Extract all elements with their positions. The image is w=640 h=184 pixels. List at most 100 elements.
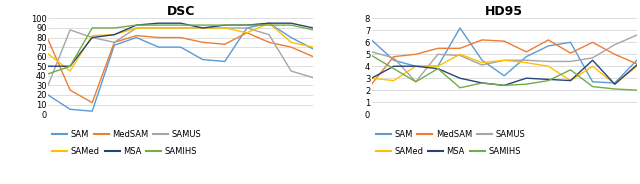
MedSAM xyxy=(177,36,184,39)
SAMUS xyxy=(221,27,228,29)
SAMed xyxy=(611,83,618,85)
MSA xyxy=(199,27,207,29)
SAMed xyxy=(456,53,464,55)
SAMed xyxy=(221,27,228,29)
SAM xyxy=(44,94,52,96)
SAMIHS xyxy=(434,68,442,70)
SAMIHS xyxy=(309,29,317,31)
MedSAM xyxy=(434,47,442,49)
MSA xyxy=(67,65,74,67)
SAMIHS xyxy=(44,73,52,75)
SAM xyxy=(611,82,618,84)
Legend: SAMed, MSA, SAMIHS: SAMed, MSA, SAMIHS xyxy=(376,147,520,156)
MSA xyxy=(132,24,140,26)
MedSAM xyxy=(309,56,317,58)
SAMUS xyxy=(177,27,184,29)
Legend: SAMed, MSA, SAMIHS: SAMed, MSA, SAMIHS xyxy=(52,147,197,156)
SAM xyxy=(111,44,118,46)
SAMIHS xyxy=(111,27,118,29)
Line: MSA: MSA xyxy=(48,23,313,66)
SAMUS xyxy=(155,27,163,29)
MSA xyxy=(88,36,96,39)
SAMed xyxy=(368,77,376,79)
SAMUS xyxy=(199,27,207,29)
Line: SAMUS: SAMUS xyxy=(372,35,637,82)
MSA xyxy=(589,59,596,61)
SAMed xyxy=(111,33,118,36)
MedSAM xyxy=(589,41,596,43)
MedSAM xyxy=(633,63,640,65)
MedSAM xyxy=(44,38,52,40)
SAMed xyxy=(434,65,442,67)
SAMUS xyxy=(309,77,317,79)
SAMUS xyxy=(88,36,96,39)
SAMed xyxy=(177,27,184,29)
MSA xyxy=(456,77,464,79)
SAMed xyxy=(390,79,397,82)
Line: SAMed: SAMed xyxy=(48,23,313,71)
SAMUS xyxy=(265,33,273,36)
MSA xyxy=(522,77,530,79)
MedSAM xyxy=(545,39,552,41)
SAM xyxy=(243,27,251,29)
Title: DSC: DSC xyxy=(166,5,195,18)
MedSAM xyxy=(522,51,530,53)
SAMUS xyxy=(522,59,530,61)
SAMed xyxy=(88,35,96,37)
MedSAM xyxy=(287,46,295,48)
SAMIHS xyxy=(566,69,574,71)
SAMUS xyxy=(478,64,486,66)
MSA xyxy=(243,24,251,26)
MedSAM xyxy=(456,47,464,49)
SAMIHS xyxy=(88,27,96,29)
SAM xyxy=(390,59,397,61)
SAMUS xyxy=(566,60,574,63)
SAMIHS xyxy=(478,82,486,84)
MSA xyxy=(287,22,295,24)
SAMed xyxy=(566,79,574,82)
SAMed xyxy=(44,53,52,55)
Line: SAMUS: SAMUS xyxy=(48,28,313,85)
Line: SAMed: SAMed xyxy=(372,54,637,84)
MedSAM xyxy=(265,41,273,43)
MedSAM xyxy=(368,83,376,85)
SAMed xyxy=(412,65,420,67)
SAMIHS xyxy=(633,89,640,91)
MSA xyxy=(221,24,228,26)
SAM xyxy=(566,41,574,43)
SAM xyxy=(265,22,273,24)
SAMUS xyxy=(390,57,397,59)
SAM xyxy=(456,27,464,29)
MedSAM xyxy=(132,35,140,37)
Line: SAM: SAM xyxy=(48,23,313,111)
SAMUS xyxy=(456,54,464,57)
Line: SAM: SAM xyxy=(372,28,637,83)
SAMIHS xyxy=(522,83,530,85)
SAM xyxy=(412,65,420,67)
SAMIHS xyxy=(132,24,140,26)
SAMed xyxy=(265,22,273,24)
SAMed xyxy=(199,27,207,29)
MedSAM xyxy=(111,41,118,43)
MSA xyxy=(368,77,376,79)
SAM xyxy=(368,39,376,41)
SAM xyxy=(545,45,552,47)
SAM xyxy=(633,59,640,61)
SAMIHS xyxy=(221,24,228,26)
SAMUS xyxy=(434,53,442,55)
MSA xyxy=(390,65,397,67)
SAM xyxy=(522,56,530,58)
Line: MedSAM: MedSAM xyxy=(48,33,313,103)
MSA xyxy=(611,83,618,85)
SAMIHS xyxy=(155,24,163,26)
MSA xyxy=(44,65,52,67)
MedSAM xyxy=(199,41,207,43)
SAMUS xyxy=(545,60,552,63)
SAMIHS xyxy=(545,79,552,82)
SAMIHS xyxy=(177,24,184,26)
MedSAM xyxy=(243,32,251,34)
SAM xyxy=(88,110,96,112)
SAMUS xyxy=(132,27,140,29)
SAM xyxy=(434,65,442,67)
MSA xyxy=(265,22,273,24)
